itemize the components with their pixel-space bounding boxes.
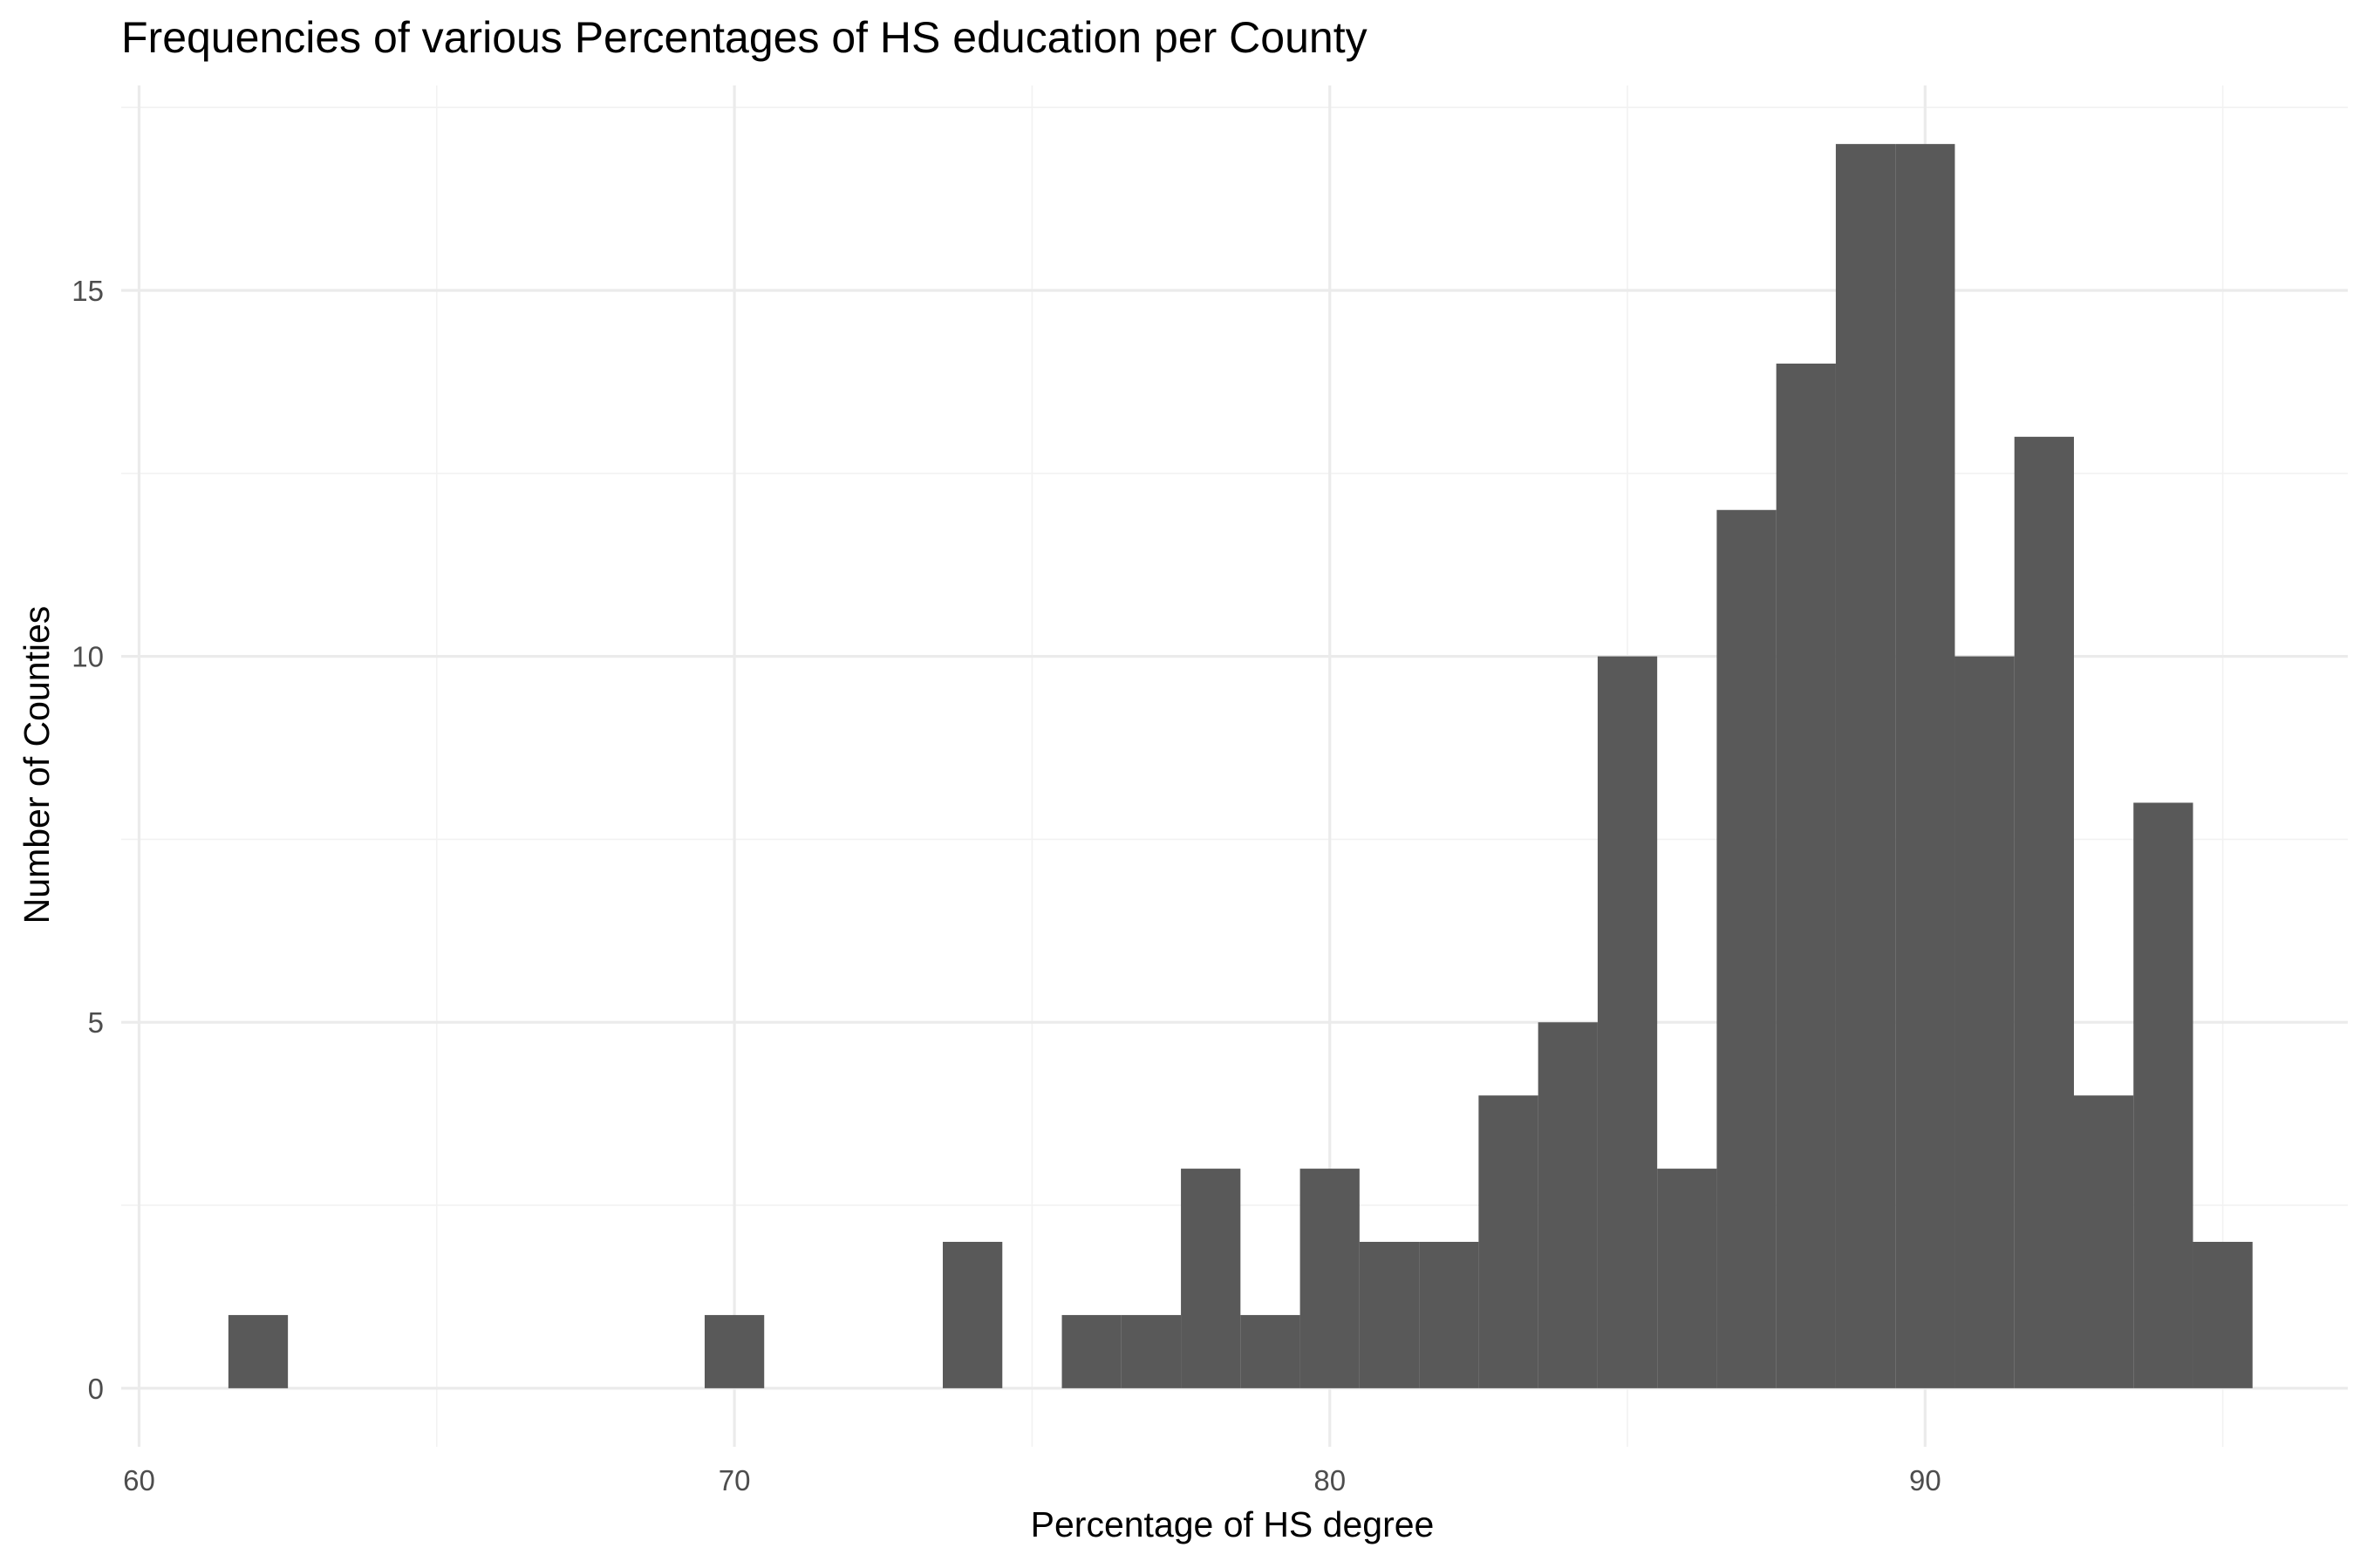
histogram-bar	[1299, 1169, 1360, 1388]
y-tick-label: 0	[88, 1373, 104, 1405]
y-tick-label: 15	[72, 275, 104, 307]
histogram-bar	[1776, 363, 1836, 1388]
x-tick-label: 80	[1313, 1464, 1346, 1496]
histogram-bar	[2133, 802, 2193, 1388]
histogram-bar	[1478, 1095, 1538, 1388]
histogram-bar	[704, 1314, 765, 1388]
histogram-bar	[1121, 1314, 1182, 1388]
histogram-bar	[1597, 656, 1658, 1388]
histogram-bar	[1359, 1242, 1420, 1388]
histogram-bar	[1240, 1314, 1300, 1388]
histogram-bar	[1895, 144, 1955, 1388]
y-tick-label: 10	[72, 641, 104, 673]
x-tick-label: 90	[1909, 1464, 1941, 1496]
histogram-bar	[2014, 436, 2074, 1388]
y-tick-labels: 0 5 10 15	[72, 275, 104, 1405]
histogram-bar	[2193, 1242, 2253, 1388]
x-axis-title: Percentage of HS degree	[1031, 1504, 1435, 1544]
histogram-bar	[1835, 144, 1896, 1388]
y-tick-label: 5	[88, 1006, 104, 1039]
histogram-bar	[2073, 1095, 2134, 1388]
histogram-bar	[1716, 509, 1777, 1388]
histogram-bar	[1419, 1242, 1479, 1388]
histogram-bar	[1657, 1169, 1717, 1388]
x-tick-label: 60	[123, 1464, 155, 1496]
histogram-bar	[1954, 656, 2015, 1388]
histogram-bar	[1181, 1169, 1241, 1388]
histogram-bar	[1538, 1022, 1598, 1388]
histogram-bar	[1061, 1314, 1122, 1388]
y-axis-title: Number of Counties	[17, 606, 57, 924]
histogram-bar	[228, 1314, 289, 1388]
x-tick-label: 70	[719, 1464, 751, 1496]
histogram-bar	[943, 1242, 1003, 1388]
histogram-bars	[228, 144, 2253, 1388]
x-tick-labels: 60 70 80 90	[123, 1464, 1941, 1496]
chart-title: Frequencies of various Percentages of HS…	[121, 13, 1368, 62]
